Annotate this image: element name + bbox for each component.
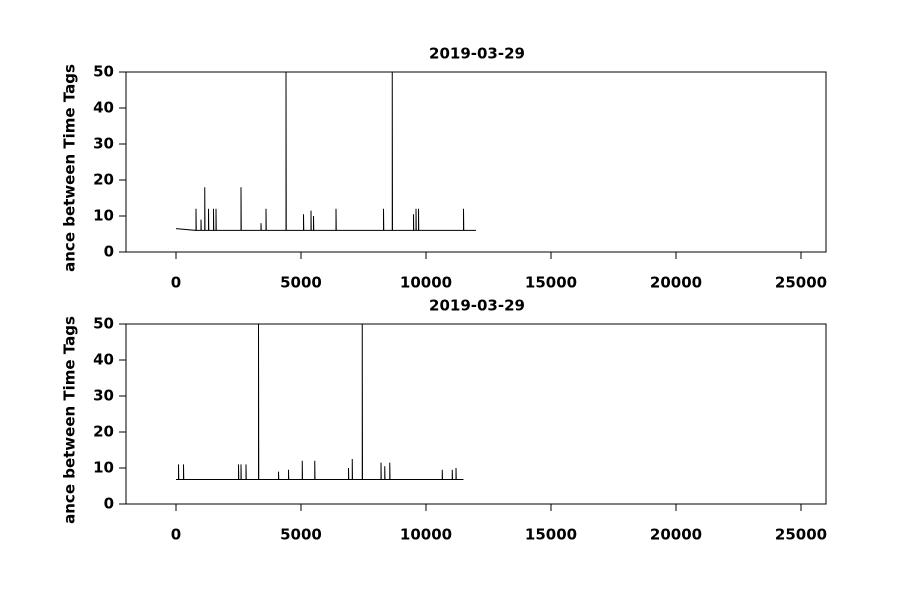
y-axis-label: ance between Time Tags: [61, 316, 79, 524]
y-tick-label: 20: [93, 423, 114, 441]
data-line: [175, 71, 476, 231]
x-tick-label: 20000: [650, 274, 702, 292]
y-tick-label: 40: [93, 99, 114, 117]
chart-title: 2019-03-29: [429, 45, 525, 63]
x-tick-label: 20000: [650, 526, 702, 544]
x-tick-label: 15000: [525, 274, 577, 292]
x-tick-label: 5000: [280, 274, 322, 292]
y-tick-label: 50: [93, 63, 114, 81]
y-tick-label: 10: [93, 459, 114, 477]
x-tick-label: 0: [171, 526, 181, 544]
y-tick-label: 30: [93, 135, 114, 153]
y-tick-label: 0: [104, 495, 114, 513]
y-tick-label: 20: [93, 171, 114, 189]
x-tick-label: 0: [171, 274, 181, 292]
plot-frame: [125, 71, 827, 253]
y-axis-label: ance between Time Tags: [61, 64, 79, 272]
plot-frame: [125, 323, 827, 505]
y-tick-label: 10: [93, 207, 114, 225]
y-tick-label: 40: [93, 351, 114, 369]
x-tick-label: 25000: [775, 526, 827, 544]
x-tick-label: 10000: [400, 274, 452, 292]
y-tick-label: 0: [104, 243, 114, 261]
y-tick-label: 50: [93, 315, 114, 333]
y-tick-label: 30: [93, 387, 114, 405]
x-tick-label: 15000: [525, 526, 577, 544]
x-tick-label: 5000: [280, 526, 322, 544]
chart-title: 2019-03-29: [429, 297, 525, 315]
x-tick-label: 25000: [775, 274, 827, 292]
data-line: [176, 323, 464, 481]
x-tick-label: 10000: [400, 526, 452, 544]
